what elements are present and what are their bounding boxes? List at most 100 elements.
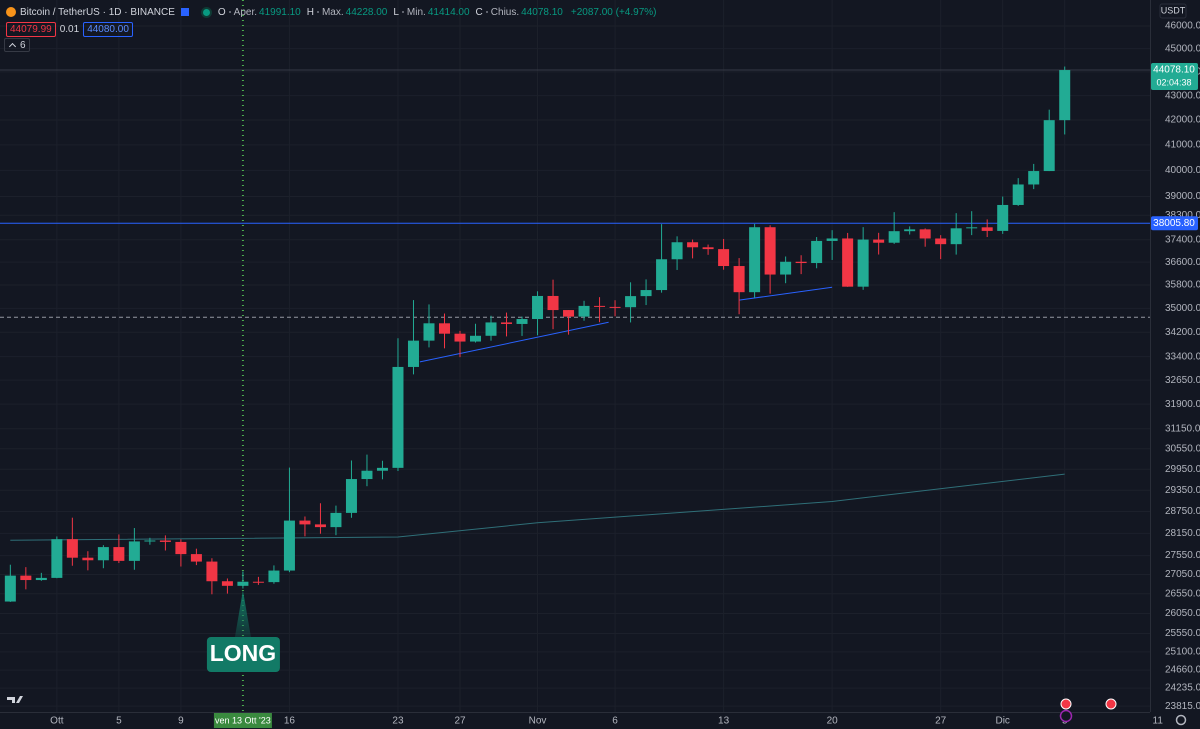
sell-button[interactable]: 44079.99 <box>6 21 56 37</box>
candle-body <box>749 227 761 293</box>
last-price-box <box>1151 63 1198 91</box>
x-tick-label: 6 <box>612 716 618 727</box>
y-tick-label: 25100.00 <box>1165 646 1200 657</box>
indicators-toggle[interactable]: 6 <box>4 38 30 52</box>
x-tick-label: Ott <box>50 716 64 727</box>
y-tick-label: 26550.00 <box>1165 588 1200 599</box>
candle-body <box>345 479 357 513</box>
candle-body <box>532 295 544 320</box>
candle-body <box>718 249 730 267</box>
y-tick-label: 34200.00 <box>1165 327 1200 338</box>
candle-body <box>656 259 668 291</box>
y-tick-label: 31150.00 <box>1165 423 1200 434</box>
change: +2087.00 (+4.97%) <box>570 6 657 18</box>
y-tick-label: 38300.00 <box>1165 210 1200 221</box>
annotation-text: LONG <box>210 640 276 666</box>
y-tick-label: 29350.00 <box>1165 485 1200 496</box>
crosshair-date-label: ven 13 Ott '23 <box>215 715 271 725</box>
ohlc-value: 44228.00 <box>345 6 388 18</box>
ohlc-key: O <box>217 6 226 18</box>
y-tick-label: 27550.00 <box>1165 550 1200 561</box>
candle-body <box>966 227 978 229</box>
y-tick-label: 24235.00 <box>1165 683 1200 694</box>
candle-body <box>687 242 699 248</box>
y-tick-label: 25550.00 <box>1165 628 1200 639</box>
candle-body <box>314 524 326 528</box>
candle-body <box>578 305 590 317</box>
candle-body <box>392 366 404 468</box>
y-tick-label: 37400.00 <box>1165 234 1200 245</box>
candle-body <box>935 238 947 245</box>
candle-body <box>423 323 435 341</box>
annotations: LONG <box>206 590 280 672</box>
candle-body <box>609 306 621 308</box>
settings-icon[interactable] <box>1175 714 1187 726</box>
candle-body <box>82 557 94 561</box>
candle-body <box>795 261 807 264</box>
x-tick-label: 27 <box>935 716 947 727</box>
logo <box>7 696 23 703</box>
y-tick-label: 45000.00 <box>1165 43 1200 54</box>
candle-body <box>237 581 249 586</box>
y-tick-label: 46000.00 <box>1165 21 1200 32</box>
x-tick-label: 9 <box>178 716 184 727</box>
annotation-arrow <box>234 590 251 637</box>
y-tick-label: 39000.00 <box>1165 191 1200 202</box>
y-tick-label: 32650.00 <box>1165 375 1200 386</box>
candle-body <box>563 310 575 317</box>
candle-body <box>625 296 637 308</box>
candle-body <box>283 520 295 571</box>
candle-body <box>376 467 388 471</box>
candle-body <box>470 335 482 342</box>
spread: 0.01 <box>59 23 80 35</box>
ohlc-key: C <box>475 6 483 18</box>
candle-body <box>981 227 993 231</box>
level-label-box <box>1151 216 1198 231</box>
candle-body <box>144 540 156 542</box>
y-tick-label: 24660.00 <box>1165 665 1200 676</box>
y-tick-label: 36600.00 <box>1165 257 1200 268</box>
x-tick-label: Nov <box>529 716 547 727</box>
candle-body <box>873 239 885 243</box>
y-tick-label: 31900.00 <box>1165 399 1200 410</box>
event-icon <box>1059 709 1073 723</box>
market-status <box>202 8 210 16</box>
y-tick-label: 30550.00 <box>1165 443 1200 454</box>
x-tick-label: 11 <box>1153 716 1164 727</box>
candle-body <box>702 247 714 250</box>
event-icon <box>1060 698 1072 710</box>
y-tick-label: 35000.00 <box>1165 303 1200 314</box>
x-tick-label: 27 <box>454 716 466 727</box>
price-axis <box>1150 0 1200 729</box>
countdown: 02:04:38 <box>1156 77 1191 87</box>
candles <box>4 66 1071 602</box>
y-tick-label: 26050.00 <box>1165 608 1200 619</box>
grid <box>0 0 1158 712</box>
time-axis <box>0 712 1150 729</box>
currency-button <box>1159 3 1187 19</box>
overlays <box>0 69 1150 541</box>
candle-body <box>950 228 962 245</box>
candle-body <box>128 541 140 561</box>
candle-body <box>671 242 683 260</box>
ohlc-label: Min. <box>406 6 426 18</box>
candle-body <box>299 520 311 525</box>
ohlc-label: Aper. <box>233 6 258 18</box>
trade-row: 44079.99 0.01 44080.00 <box>6 21 137 37</box>
candle-body <box>516 319 528 324</box>
y-tick-label: 28150.00 <box>1165 528 1200 539</box>
symbol-icon <box>6 7 16 17</box>
ohlc-key: H <box>306 6 314 18</box>
candle-body <box>221 581 233 586</box>
candle-body <box>826 238 838 241</box>
ohlc-value: 41414.00 <box>427 6 470 18</box>
symbol[interactable]: Bitcoin / TetherUS · 1D · BINANCE <box>20 6 175 18</box>
candle-body <box>919 229 931 239</box>
y-tick-label: 43000.00 <box>1165 90 1200 101</box>
flag-icon <box>180 8 189 16</box>
candle-body <box>997 204 1009 231</box>
ohlc-label: Max. <box>321 6 344 18</box>
buy-button[interactable]: 44080.00 <box>83 21 133 37</box>
